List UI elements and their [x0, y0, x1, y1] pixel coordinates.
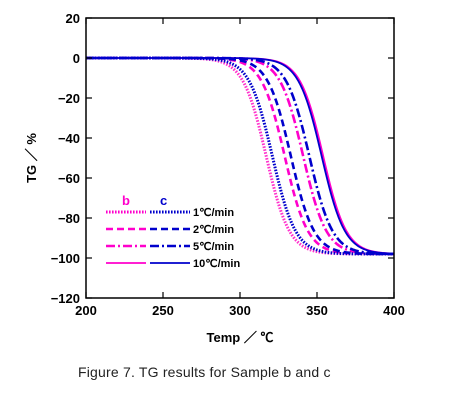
legend-label-b: b	[122, 193, 130, 208]
x-tick-label: 250	[152, 303, 174, 318]
y-tick-label: −100	[51, 251, 80, 266]
legend: b c 1℃/min 2℃/min 5℃/min 10℃/min	[106, 193, 240, 270]
x-tick-label: 350	[306, 303, 328, 318]
series-line-b-solid	[86, 57, 395, 255]
series-layer	[86, 56, 395, 256]
y-axis-label: TG ／ %	[24, 133, 39, 183]
y-tick-label: −20	[58, 91, 80, 106]
y-tick-label: −60	[58, 171, 80, 186]
x-axis-label: Temp ／ ℃	[207, 330, 274, 345]
legend-rows: 1℃/min 2℃/min 5℃/min 10℃/min	[106, 207, 240, 270]
series-line-b-dash-dot	[86, 56, 394, 256]
series-line-b-dashed	[86, 56, 394, 256]
x-tick-label: 400	[383, 303, 405, 318]
x-tick-label: 300	[229, 303, 251, 318]
y-tick-label: 0	[73, 51, 80, 66]
legend-label-c: c	[160, 193, 167, 208]
y-tick-label: −120	[51, 291, 80, 306]
legend-rate-label: 1℃/min	[193, 207, 234, 219]
figure-caption: Figure 7. TG results for Sample b and c	[78, 364, 331, 380]
x-tick-label: 200	[75, 303, 97, 318]
series-line-c-solid	[86, 57, 395, 255]
y-tick-label: −80	[58, 211, 80, 226]
series-line-c-dashed	[86, 56, 394, 256]
series-line-b-dotted	[86, 56, 394, 256]
series-line-c-dotted	[86, 56, 394, 256]
y-tick-label: −40	[58, 131, 80, 146]
series-line-c-dash-dot	[86, 56, 395, 256]
y-tick-label: 20	[66, 11, 80, 26]
legend-rate-label: 10℃/min	[193, 258, 240, 270]
legend-rate-label: 5℃/min	[193, 241, 234, 253]
legend-rate-label: 2℃/min	[193, 224, 234, 236]
